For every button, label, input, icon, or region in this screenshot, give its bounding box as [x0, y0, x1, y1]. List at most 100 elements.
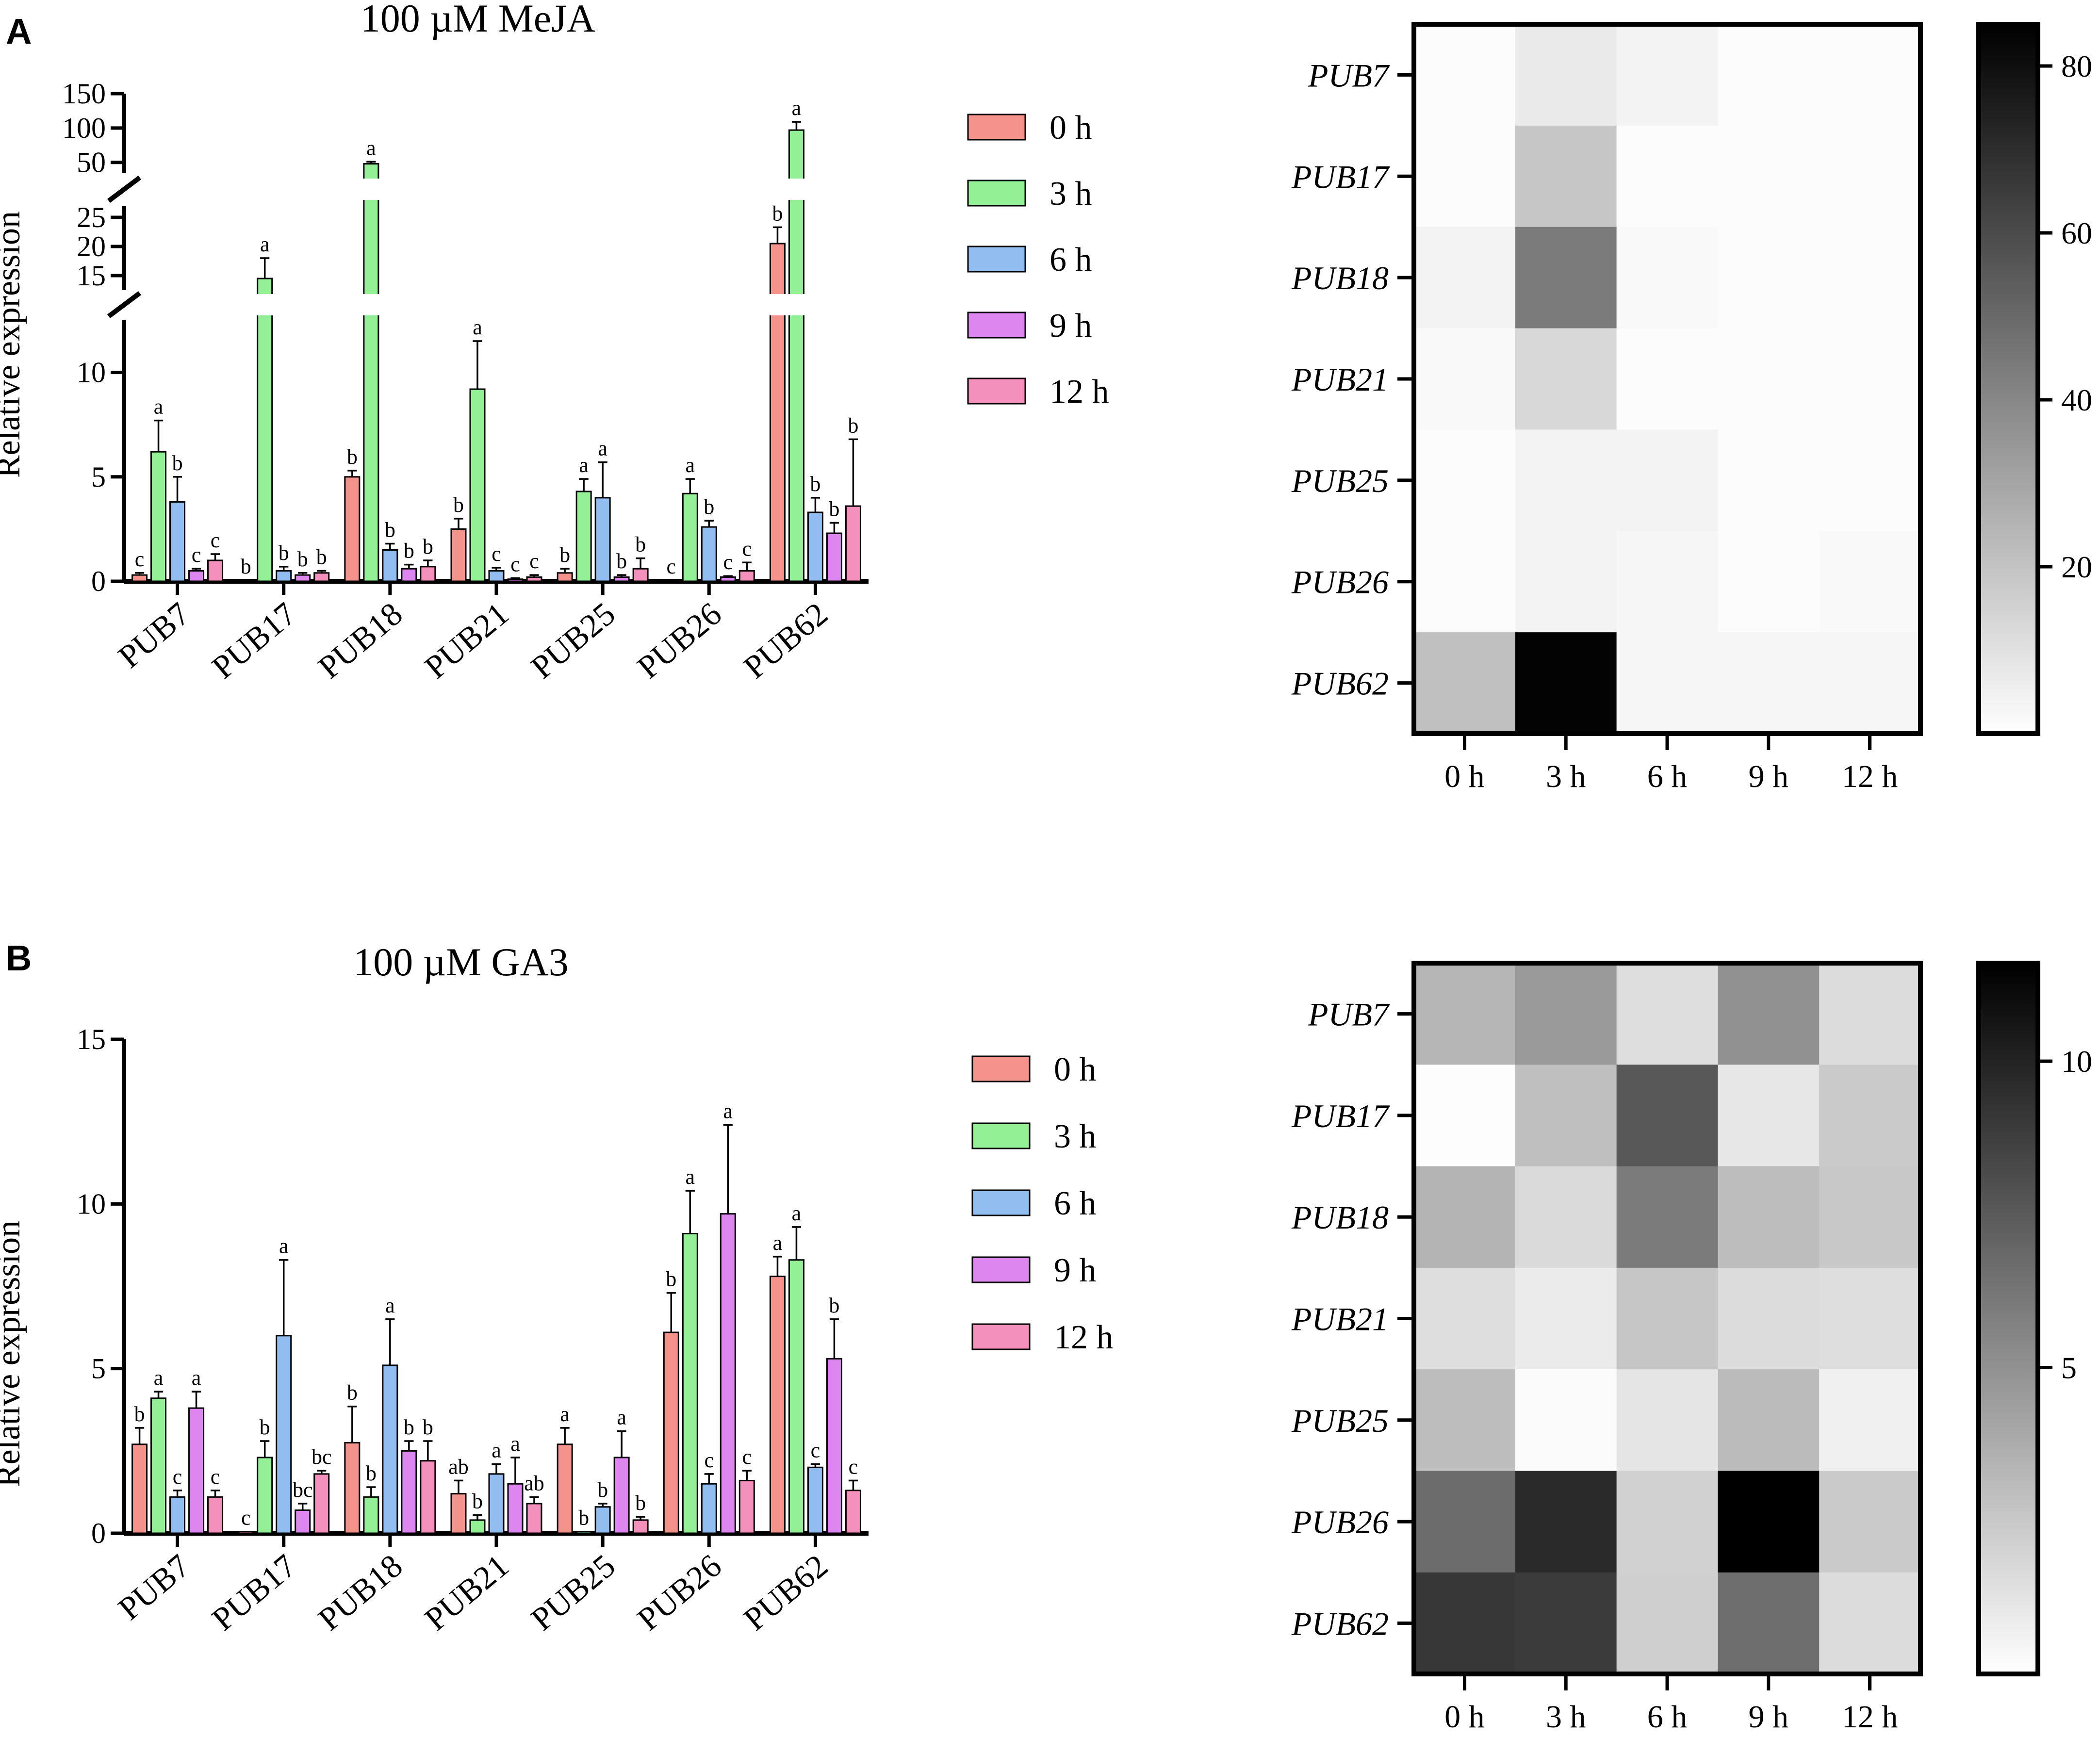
bar-break-gap — [768, 294, 787, 315]
significance-letter: b — [453, 493, 464, 517]
heatmap-cell — [1616, 227, 1718, 329]
significance-letter: b — [578, 1506, 589, 1530]
heatmap-cell — [1819, 1065, 1921, 1167]
legend-swatch — [971, 1122, 1031, 1149]
bar — [488, 570, 505, 582]
bar — [845, 505, 861, 582]
bar — [401, 568, 417, 582]
chart-title: 100 µM MeJA — [361, 0, 596, 40]
bar — [450, 1493, 467, 1534]
heatmap-cell — [1819, 632, 1921, 734]
bar — [807, 1466, 823, 1534]
bar — [382, 549, 398, 582]
x-tick-label: PUB26 — [630, 1547, 728, 1638]
heatmap-row-label: PUB62 — [1291, 1605, 1389, 1642]
y-tick-label: 10 — [77, 357, 106, 389]
bar — [313, 1473, 330, 1534]
heatmap-cell — [1616, 1369, 1718, 1471]
bar — [826, 1358, 842, 1534]
legend-swatch — [967, 246, 1026, 273]
significance-letter: c — [529, 549, 539, 573]
heatmap-cell — [1718, 328, 1820, 430]
x-tick-label: PUB21 — [417, 1547, 515, 1638]
significance-letter: a — [192, 1366, 201, 1390]
bar — [557, 1443, 573, 1534]
heatmap-cell — [1515, 1065, 1617, 1167]
heatmap-cell — [1616, 1166, 1718, 1268]
bar — [575, 1531, 592, 1534]
bar — [788, 1259, 804, 1534]
significance-letter: b — [848, 413, 858, 437]
heatmap-cell — [1414, 429, 1516, 531]
x-tick-label: PUB17 — [205, 595, 303, 686]
heatmap-cell — [1718, 1369, 1820, 1471]
bar — [276, 570, 292, 582]
heatmap-cell — [1616, 1065, 1718, 1167]
significance-letter: b — [666, 1267, 676, 1291]
heatmap-cell — [1819, 1471, 1921, 1573]
x-tick-label: PUB18 — [311, 595, 409, 686]
heatmap-cell — [1515, 1572, 1617, 1674]
significance-letter: b — [423, 1415, 433, 1439]
heatmap-cell — [1414, 328, 1516, 430]
legend-label: 6 h — [1050, 241, 1092, 279]
bar — [344, 1442, 361, 1534]
colorbar-tick-label: 5 — [2061, 1351, 2077, 1385]
heatmap-row-label: PUB21 — [1291, 1301, 1389, 1338]
bar — [613, 1457, 630, 1534]
bar — [507, 1483, 524, 1534]
significance-letter: a — [154, 1366, 164, 1390]
heatmap-col-label: 6 h — [1647, 1699, 1688, 1735]
heatmap-cell — [1414, 1572, 1516, 1674]
bar — [682, 1232, 698, 1534]
heatmap-cell — [1718, 429, 1820, 531]
bar — [682, 492, 698, 582]
bar — [788, 129, 804, 582]
significance-letter: a — [723, 1099, 733, 1123]
significance-letter: c — [135, 547, 145, 571]
legend-label: 12 h — [1054, 1319, 1114, 1356]
colorbar-tick-label: 60 — [2061, 216, 2092, 250]
panel-b-bar-chart: 100 µM GA3 Relative expression 0 5 10 15 PUB7 b… — [0, 940, 1114, 1638]
heatmap-col-label: 0 h — [1444, 1699, 1485, 1735]
panel-a-bar-chart: 100 µM MeJA Relative expression 0 5 10 152025… — [0, 0, 1109, 686]
bar — [169, 1496, 186, 1534]
significance-letter: b — [404, 1415, 414, 1439]
bar — [188, 1407, 205, 1534]
heatmap-cell — [1515, 1267, 1617, 1370]
legend-label: 0 h — [1050, 109, 1092, 147]
panel-b-heatmap: PUB7 PUB17 PUB18 PUB21 PUB25 PUB26 PUB62 0 h 3 h… — [1291, 961, 2092, 1735]
heatmap-col-label: 9 h — [1749, 1699, 1789, 1735]
bar — [295, 574, 311, 582]
heatmap-cell — [1616, 125, 1718, 228]
bar — [663, 579, 679, 582]
bar — [701, 526, 717, 582]
heatmap-cell — [1515, 531, 1617, 633]
bar — [488, 1473, 505, 1534]
heatmap-col-label: 3 h — [1546, 1699, 1586, 1735]
x-tick-label: PUB7 — [111, 595, 197, 675]
heatmap-cell — [1819, 963, 1921, 1065]
bar — [769, 1276, 786, 1534]
bar — [632, 568, 649, 582]
heatmap-cell — [1819, 1369, 1921, 1471]
significance-letter: b — [635, 1491, 646, 1515]
bar — [257, 1457, 273, 1534]
heatmap-cell — [1819, 429, 1921, 531]
heatmap-col-label: 0 h — [1444, 759, 1485, 794]
bar — [526, 576, 542, 582]
heatmap-cell — [1616, 963, 1718, 1065]
bar — [313, 572, 330, 582]
bar — [826, 532, 842, 582]
y-tick-label: 20 — [77, 230, 106, 262]
bar — [188, 570, 205, 582]
significance-letter: b — [297, 547, 308, 571]
heatmap-cell — [1414, 1471, 1516, 1573]
significance-letter: a — [598, 437, 607, 460]
heatmap-cell — [1414, 531, 1516, 633]
heatmap-col-label: 9 h — [1749, 759, 1789, 794]
bar — [420, 566, 436, 582]
bar — [169, 501, 186, 582]
heatmap-cell — [1414, 1369, 1516, 1471]
legend-label: 6 h — [1054, 1185, 1097, 1222]
